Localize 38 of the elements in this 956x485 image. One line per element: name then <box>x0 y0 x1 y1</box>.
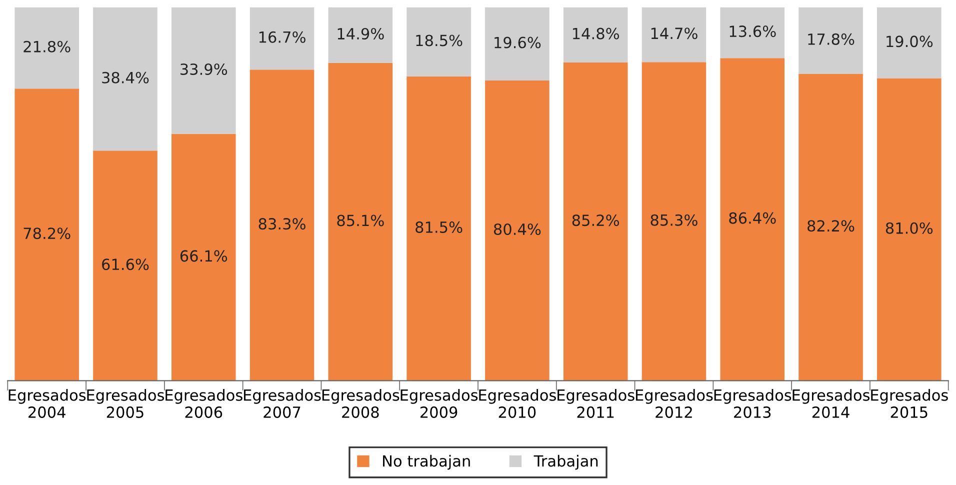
data-label: 17.8% <box>808 33 854 45</box>
data-label: 19.0% <box>886 36 933 48</box>
x-tick-label: Egresados 2014 <box>792 389 870 418</box>
data-label: 18.5% <box>416 34 462 46</box>
x-tick-label: Egresados 2013 <box>714 389 792 418</box>
data-label: 16.7% <box>259 31 306 43</box>
data-label: 85.1% <box>337 214 384 226</box>
data-label: 82.2% <box>808 220 854 232</box>
data-label: 14.7% <box>651 28 698 40</box>
x-tick-label: Egresados 2006 <box>166 389 242 418</box>
data-label: 80.4% <box>494 223 541 236</box>
x-tick-label: Egresados 2011 <box>558 389 634 418</box>
x-tick-label: Egresados 2004 <box>8 389 86 418</box>
data-label: 14.8% <box>573 28 620 40</box>
data-label: 13.6% <box>730 26 776 38</box>
data-label: 81.0% <box>886 222 933 234</box>
legend-label: No trabajan <box>383 454 470 470</box>
x-tick-label: Egresados 2007 <box>244 389 321 418</box>
data-label: 86.4% <box>729 212 776 224</box>
x-tick-label: Egresados 2015 <box>871 389 948 418</box>
data-label: 14.9% <box>338 28 384 40</box>
data-label: 33.9% <box>180 63 228 76</box>
data-label: 61.6% <box>102 258 149 270</box>
data-label: 85.2% <box>572 214 620 226</box>
data-label: 78.2% <box>24 228 70 240</box>
data-label: 85.3% <box>650 214 698 226</box>
data-label: 19.6% <box>494 36 541 48</box>
data-label: 38.4% <box>102 72 149 84</box>
x-tick-label: Egresados 2010 <box>479 389 556 418</box>
x-tick-label: Egresados 2005 <box>87 389 164 418</box>
legend-label: Trabajan <box>534 454 598 470</box>
data-label: 21.8% <box>24 40 70 52</box>
x-tick-label: Egresados 2008 <box>322 389 400 418</box>
data-label: 81.5% <box>416 221 462 233</box>
x-tick-label: Egresados 2012 <box>636 389 713 418</box>
data-label: 66.1% <box>180 250 228 262</box>
x-tick-label: Egresados 2009 <box>400 389 478 418</box>
data-label: 83.3% <box>258 218 306 230</box>
